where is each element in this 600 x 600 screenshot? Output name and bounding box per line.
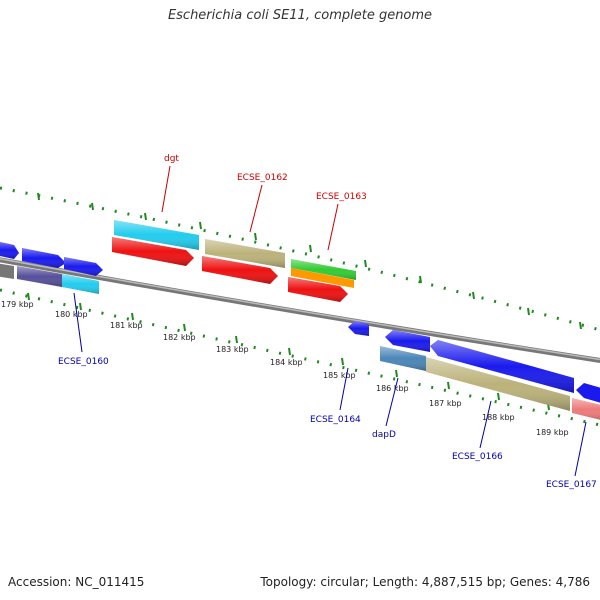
- kbp-label: 186 kbp: [376, 384, 409, 393]
- kbp-label: 185 kbp: [323, 371, 356, 380]
- gene-label-ecse-0163[interactable]: ECSE_0163: [316, 192, 367, 202]
- major-tick: [91, 202, 94, 211]
- major-tick: [144, 212, 147, 221]
- gene-feature[interactable]: [576, 383, 600, 404]
- forward-strand-genes: [0, 220, 356, 302]
- gene-label-ecse-0166[interactable]: ECSE_0166: [452, 452, 503, 462]
- major-tick: [527, 307, 530, 316]
- kbp-label: 189 kbp: [536, 428, 569, 437]
- kbp-scale-labels: 179 kbp 180 kbp 181 kbp 182 kbp 183 kbp …: [1, 300, 569, 437]
- major-tick: [254, 232, 257, 241]
- kbp-label: 180 kbp: [55, 310, 88, 319]
- gene-label-ecse-0167[interactable]: ECSE_0167: [546, 480, 597, 490]
- gene-feature[interactable]: [291, 268, 354, 288]
- major-tick: [497, 392, 500, 401]
- major-tick: [199, 221, 202, 230]
- major-tick: [447, 381, 450, 390]
- kbp-label: 182 kbp: [163, 333, 196, 342]
- gene-label-dapd[interactable]: dapD: [372, 430, 396, 440]
- outer-tick-ring: [0, 186, 600, 332]
- kbp-label: 179 kbp: [1, 300, 34, 309]
- major-tick: [235, 335, 238, 344]
- gene-label-ecse-0164[interactable]: ECSE_0164: [310, 415, 361, 425]
- major-tick: [37, 192, 40, 201]
- gene-label-dgt[interactable]: dgt: [164, 154, 179, 164]
- gene-label-ecse-0162[interactable]: ECSE_0162: [237, 173, 288, 183]
- genome-title: Escherichia coli SE11, complete genome: [167, 8, 433, 23]
- major-tick: [395, 369, 398, 378]
- kbp-label: 187 kbp: [429, 399, 462, 408]
- reverse-gene-labels: ECSE_0160 ECSE_0164 dapD ECSE_0166 ECSE_…: [58, 292, 597, 490]
- major-tick: [472, 291, 475, 300]
- major-tick: [288, 347, 291, 356]
- major-tick: [27, 292, 30, 301]
- major-tick: [341, 357, 344, 366]
- major-tick: [579, 321, 582, 330]
- genome-backbone: [0, 257, 600, 363]
- kbp-label: 181 kbp: [110, 321, 143, 330]
- major-tick: [131, 312, 134, 321]
- kbp-label: 188 kbp: [482, 413, 515, 422]
- reverse-strand-genes: [0, 263, 600, 420]
- forward-gene-labels: dgt ECSE_0162 ECSE_0163: [161, 154, 367, 251]
- topology-text: Topology: circular; Length: 4,887,515 bp…: [260, 575, 590, 589]
- major-tick: [183, 323, 186, 332]
- kbp-label: 183 kbp: [216, 345, 249, 354]
- accession-text: Accession: NC_011415: [8, 575, 145, 589]
- major-tick: [79, 302, 82, 311]
- kbp-label: 184 kbp: [270, 358, 303, 367]
- major-tick: [364, 259, 367, 268]
- major-tick: [309, 244, 312, 253]
- gene-feature[interactable]: [0, 263, 14, 279]
- major-tick: [419, 275, 422, 284]
- gene-label-ecse-0160[interactable]: ECSE_0160: [58, 357, 109, 367]
